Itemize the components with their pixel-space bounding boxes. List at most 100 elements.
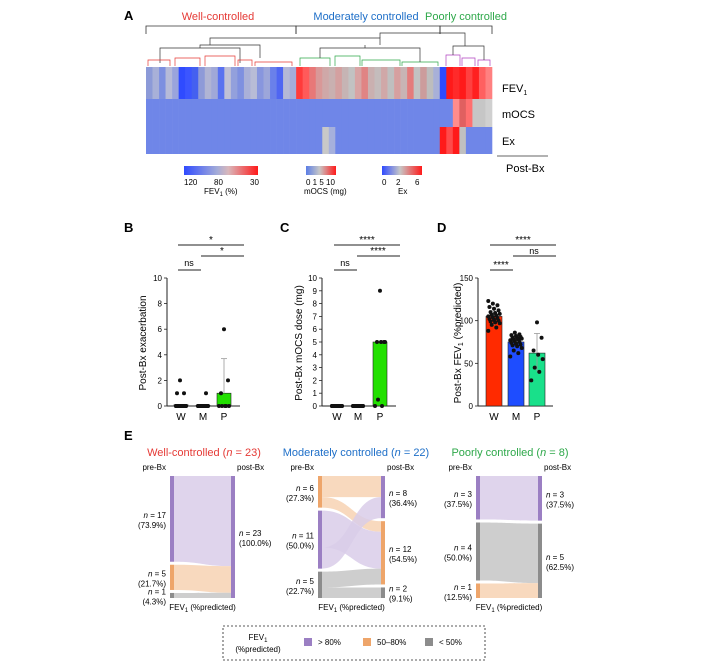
heat-cell-ex (348, 127, 356, 154)
panel-b-letter: B (124, 220, 133, 235)
post-bx-label: Post-Bx (506, 163, 545, 175)
heat-cell-ex (439, 127, 447, 154)
sankey-flow (174, 476, 231, 567)
point-P (380, 404, 384, 408)
heat-cell-fev (185, 67, 192, 99)
legend-title-unit: (%predicted) (235, 645, 281, 654)
panel-d-sig-top: **** (515, 235, 531, 246)
group-label-well: Well-controlled (182, 11, 255, 23)
point-W (178, 378, 182, 383)
heat-cell-ex (152, 127, 160, 154)
y-tick-label-7: 7 (313, 312, 318, 321)
y-tick-label-2: 4 (158, 351, 163, 360)
heat-cell-ex (367, 127, 375, 154)
point-P (219, 391, 223, 396)
sankey-pre-pct: (27.3%) (286, 494, 314, 503)
point-W (330, 404, 334, 408)
point-M (519, 345, 524, 350)
heat-cell-mocs (178, 99, 186, 127)
panel-a: A Well-controlled Moderately controlled … (124, 8, 548, 198)
sankey-pre-pct: (22.7%) (286, 587, 314, 596)
heat-cell-mocs (146, 99, 153, 127)
bracket-well (145, 25, 297, 34)
heat-cell-fev (309, 67, 317, 99)
heat-cell-mocs (413, 99, 421, 127)
heat-cell-fev (165, 67, 173, 99)
panel-b-sig-top: * (209, 235, 213, 246)
heat-cell-fev (433, 67, 441, 99)
y-tick-label-3: 150 (460, 274, 474, 283)
heat-cell-ex (335, 127, 343, 154)
heat-cell-fev (296, 67, 303, 99)
fev-scale-bar (184, 166, 258, 175)
heat-cell-fev (374, 67, 382, 99)
heat-cell-mocs (243, 99, 251, 127)
heat-cell-mocs (381, 99, 388, 127)
heat-cell-mocs (374, 99, 382, 127)
heat-cell-fev (478, 67, 486, 99)
x-tick-label-P: P (221, 412, 228, 423)
point-M (516, 351, 521, 356)
sankey-flow (322, 587, 381, 598)
heat-cell-fev (446, 67, 454, 99)
point-P (217, 404, 221, 408)
point-M (200, 404, 204, 408)
sankey-well-title: Well-controlled (n = 23) (147, 447, 261, 459)
heat-cell-mocs (439, 99, 447, 127)
panel-b: B Post-Bx exacerbation 0 2 4 6 8 10 W M P * * ns (124, 220, 244, 423)
sankey-post-n: n = 23 (239, 529, 262, 538)
heat-cell-ex (165, 127, 173, 154)
heat-cell-ex (459, 127, 467, 154)
heat-cell-ex (485, 127, 493, 154)
heat-cell-mocs (485, 99, 493, 127)
y-tick-label-1: 2 (158, 376, 163, 385)
heat-cell-ex (283, 127, 290, 154)
heat-cell-mocs (459, 99, 467, 127)
heat-cell-mocs (348, 99, 356, 127)
sankey-node-post (538, 523, 542, 598)
y-tick-label-1: 50 (464, 359, 473, 368)
panel-b-sig-ns: ns (184, 258, 194, 268)
heat-cell-ex (172, 127, 179, 154)
heat-cell-fev (237, 67, 245, 99)
heat-cell-ex (374, 127, 382, 154)
heat-cell-mocs (335, 99, 343, 127)
heat-cell-ex (256, 127, 264, 154)
heat-cell-mocs (172, 99, 179, 127)
heat-cell-ex (224, 127, 232, 154)
heat-cell-fev (394, 67, 401, 99)
panel-c-sig-top: **** (359, 235, 375, 246)
sankey-node-pre (476, 583, 480, 598)
sankey-node-post (381, 476, 385, 519)
y-tick-label-4: 4 (313, 351, 318, 360)
heat-cell-mocs (302, 99, 310, 127)
heat-cell-fev (289, 67, 297, 99)
panel-b-ylabel: Post-Bx exacerbation (138, 295, 149, 390)
sankey-moderate-title: Moderately controlled (n = 22) (283, 447, 429, 459)
panel-e-letter: E (124, 428, 133, 443)
point-P (532, 365, 537, 370)
heat-cell-fev (315, 67, 323, 99)
heat-cell-mocs (276, 99, 284, 127)
sankey-node-pre (170, 564, 174, 590)
heat-cell-ex (276, 127, 284, 154)
point-W (182, 391, 186, 396)
heat-cell-ex (322, 127, 330, 154)
legend-swatch-50-80 (363, 638, 371, 646)
panel-c-sig-ns: ns (340, 258, 350, 268)
group-label-poor: Poorly controlled (425, 11, 507, 23)
point-W (175, 391, 179, 396)
y-tick-label-6: 6 (313, 325, 318, 334)
legend-label-gt80: > 80% (318, 638, 341, 647)
heat-cell-fev (159, 67, 166, 99)
point-M (517, 332, 522, 337)
panel-d-letter: D (437, 220, 446, 235)
heat-cell-mocs (165, 99, 173, 127)
point-P (535, 320, 539, 325)
heat-cell-ex (387, 127, 395, 154)
sankey-pre-label: pre-Bx (448, 463, 472, 472)
heat-cell-fev (367, 67, 375, 99)
point-W (183, 404, 187, 408)
point-P (220, 404, 224, 408)
heat-cell-mocs (283, 99, 290, 127)
